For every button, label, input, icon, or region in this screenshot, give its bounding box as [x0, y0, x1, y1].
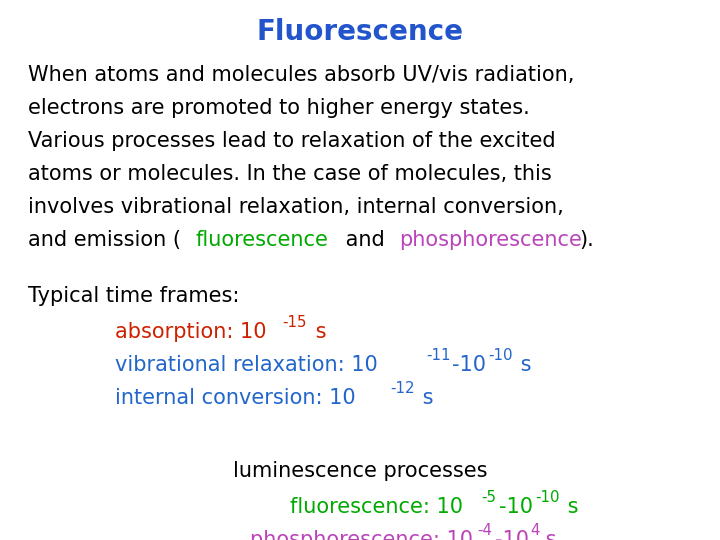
Text: phosphorescence: phosphorescence: [400, 230, 582, 250]
Text: s: s: [539, 530, 557, 540]
Text: involves vibrational relaxation, internal conversion,: involves vibrational relaxation, interna…: [28, 197, 564, 217]
Text: luminescence processes: luminescence processes: [233, 461, 487, 481]
Text: ).: ).: [579, 230, 594, 250]
Text: Typical time frames:: Typical time frames:: [28, 286, 239, 306]
Text: -12: -12: [390, 381, 415, 396]
Text: atoms or molecules. In the case of molecules, this: atoms or molecules. In the case of molec…: [28, 164, 552, 184]
Text: s: s: [561, 497, 578, 517]
Text: -10: -10: [495, 530, 529, 540]
Text: -10: -10: [535, 490, 559, 505]
Text: vibrational relaxation: 10: vibrational relaxation: 10: [115, 355, 378, 375]
Text: -5: -5: [482, 490, 497, 505]
Text: phosphorescence: 10: phosphorescence: 10: [250, 530, 473, 540]
Text: fluorescence: fluorescence: [196, 230, 328, 250]
Text: -15: -15: [283, 315, 307, 330]
Text: -10: -10: [452, 355, 486, 375]
Text: Various processes lead to relaxation of the excited: Various processes lead to relaxation of …: [28, 131, 556, 151]
Text: -4: -4: [477, 523, 492, 538]
Text: fluorescence: 10: fluorescence: 10: [290, 497, 463, 517]
Text: s: s: [416, 388, 434, 408]
Text: Fluorescence: Fluorescence: [256, 18, 464, 46]
Text: absorption: 10: absorption: 10: [115, 322, 266, 342]
Text: -10: -10: [499, 497, 533, 517]
Text: s: s: [309, 322, 326, 342]
Text: and: and: [339, 230, 392, 250]
Text: internal conversion: 10: internal conversion: 10: [115, 388, 356, 408]
Text: -10: -10: [488, 348, 513, 363]
Text: electrons are promoted to higher energy states.: electrons are promoted to higher energy …: [28, 98, 530, 118]
Text: s: s: [514, 355, 531, 375]
Text: When atoms and molecules absorb UV/vis radiation,: When atoms and molecules absorb UV/vis r…: [28, 65, 575, 85]
Text: 4: 4: [531, 523, 540, 538]
Text: -11: -11: [426, 348, 451, 363]
Text: and emission (: and emission (: [28, 230, 181, 250]
